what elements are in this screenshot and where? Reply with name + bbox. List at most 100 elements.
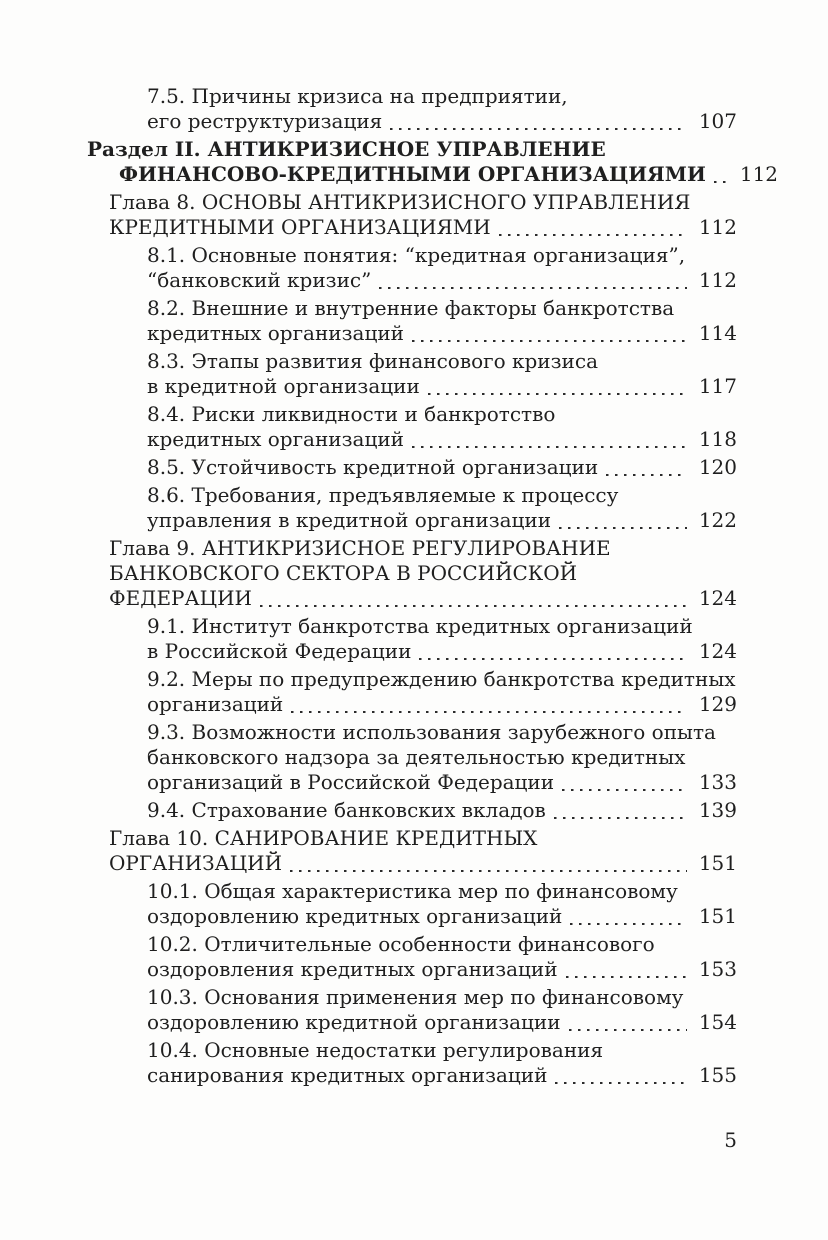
toc-entry-text: организаций в Российской Федерации bbox=[147, 770, 555, 794]
folio-page-number: 5 bbox=[724, 1128, 737, 1152]
toc-line: 10.1. Общая характеристика мер по финанс… bbox=[147, 879, 737, 904]
toc-line: его реструктуризация 107 bbox=[147, 109, 737, 134]
toc-line: организаций в Российской Федерации 133 bbox=[147, 770, 737, 795]
toc-entry: Глава 10. САНИРОВАНИЕ КРЕДИТНЫХ ОРГАНИЗАЦ… bbox=[0, 826, 737, 876]
toc-line: оздоровлению кредитной организации 154 bbox=[147, 1010, 737, 1035]
toc-entry-text: Раздел II. АНТИКРИЗИСНОЕ УПРАВЛЕНИЕ bbox=[87, 137, 606, 161]
toc-line: ОРГАНИЗАЦИЙ 151 bbox=[109, 851, 737, 876]
toc-page-ref: 155 bbox=[698, 1063, 737, 1087]
toc-page-ref: 153 bbox=[698, 957, 737, 981]
toc-entry-text: в кредитной организации bbox=[147, 374, 420, 398]
toc-line: 8.1. Основные понятия: “кредитная органи… bbox=[147, 243, 737, 268]
toc-line: 9.1. Институт банкротства кредитных орга… bbox=[147, 614, 737, 639]
toc-entry-text: 10.1. Общая характеристика мер по финанс… bbox=[147, 879, 678, 903]
toc-entry-text: оздоровлению кредитных организаций bbox=[147, 904, 563, 928]
toc-entry: 10.2. Отличительные особенности финансов… bbox=[0, 932, 737, 982]
toc-entry: 8.4. Риски ликвидности и банкротство кред… bbox=[0, 402, 737, 452]
toc-page-ref: 129 bbox=[698, 692, 737, 716]
dot-leader bbox=[291, 710, 687, 713]
toc-entry-text: 9.3. Возможности использования зарубежно… bbox=[147, 720, 716, 744]
toc-entry: 8.5. Устойчивость кредитной организации 1… bbox=[0, 455, 737, 480]
toc-page-ref: 124 bbox=[698, 586, 737, 610]
toc-line: управления в кредитной организации 122 bbox=[147, 508, 737, 533]
toc-line: 10.4. Основные недостатки регулирования bbox=[147, 1038, 737, 1063]
toc-line: “банковский кризис” 112 bbox=[147, 268, 737, 293]
toc-line: 8.2. Внешние и внутренние факторы банкро… bbox=[147, 296, 737, 321]
toc-entry-text: банковского надзора за деятельностью кре… bbox=[147, 745, 686, 769]
toc-entry-text: ФИНАНСОВО-КРЕДИТНЫМИ ОРГАНИЗАЦИЯМИ bbox=[119, 162, 706, 186]
toc-entry-text: КРЕДИТНЫМИ ОРГАНИЗАЦИЯМИ bbox=[109, 215, 491, 239]
dot-leader bbox=[606, 473, 687, 476]
toc-line: 8.3. Этапы развития финансового кризиса bbox=[147, 349, 737, 374]
toc-entry-text: управления в кредитной организации bbox=[147, 508, 552, 532]
toc-entry: 9.1. Институт банкротства кредитных орга… bbox=[0, 614, 737, 664]
toc-entry: 10.1. Общая характеристика мер по финанс… bbox=[0, 879, 737, 929]
toc-line: 9.3. Возможности использования зарубежно… bbox=[147, 720, 737, 745]
toc-line: Глава 9. АНТИКРИЗИСНОЕ РЕГУЛИРОВАНИЕ bbox=[109, 536, 737, 561]
toc-entry-text: Глава 8. ОСНОВЫ АНТИКРИЗИСНОГО УПРАВЛЕНИ… bbox=[109, 190, 691, 214]
toc-entry: 8.1. Основные понятия: “кредитная органи… bbox=[0, 243, 737, 293]
toc-entry: 8.2. Внешние и внутренние факторы банкро… bbox=[0, 296, 737, 346]
dot-leader bbox=[390, 127, 687, 130]
toc-line: 10.2. Отличительные особенности финансов… bbox=[147, 932, 737, 957]
toc-entry-text: 8.2. Внешние и внутренние факторы банкро… bbox=[147, 296, 675, 320]
toc-page-ref: 117 bbox=[698, 374, 737, 398]
dot-leader bbox=[553, 816, 687, 819]
toc-entry: 8.6. Требования, предъявляемые к процесс… bbox=[0, 483, 737, 533]
toc-line: КРЕДИТНЫМИ ОРГАНИЗАЦИЯМИ 112 bbox=[109, 215, 737, 240]
dot-leader bbox=[419, 657, 687, 660]
toc-line: кредитных организаций 114 bbox=[147, 321, 737, 346]
toc-entry-text: 10.4. Основные недостатки регулирования bbox=[147, 1038, 604, 1062]
toc-page-ref: 120 bbox=[698, 455, 737, 479]
toc-entry-text: 10.3. Основания применения мер по финанс… bbox=[147, 985, 684, 1009]
toc-entry-text: 8.5. Устойчивость кредитной организации bbox=[147, 455, 599, 479]
dot-leader bbox=[570, 922, 687, 925]
dot-leader bbox=[713, 180, 728, 183]
toc-line: 9.4. Страхование банковских вкладов 139 bbox=[147, 798, 737, 823]
toc-entry: 9.4. Страхование банковских вкладов 139 bbox=[0, 798, 737, 823]
dot-leader bbox=[412, 339, 687, 342]
toc-entry-text: организаций bbox=[147, 692, 284, 716]
toc-entry-text: 8.4. Риски ликвидности и банкротство bbox=[147, 402, 556, 426]
toc-page-ref: 151 bbox=[698, 904, 737, 928]
toc-page-ref: 151 bbox=[698, 851, 737, 875]
toc-entry: Глава 8. ОСНОВЫ АНТИКРИЗИСНОГО УПРАВЛЕНИ… bbox=[0, 190, 737, 240]
toc-page-ref: 124 bbox=[698, 639, 737, 663]
toc-line: ФЕДЕРАЦИИ 124 bbox=[109, 586, 737, 611]
toc-line: банковского надзора за деятельностью кре… bbox=[147, 745, 737, 770]
toc-line: организаций 129 bbox=[147, 692, 737, 717]
toc-entry-text: ФЕДЕРАЦИИ bbox=[109, 586, 252, 610]
toc-entry: 7.5. Причины кризиса на предприятии, его … bbox=[0, 84, 737, 134]
toc-page-ref: 118 bbox=[698, 427, 737, 451]
dot-leader bbox=[290, 869, 687, 872]
toc-line: в Российской Федерации 124 bbox=[147, 639, 737, 664]
toc-page-ref: 114 bbox=[698, 321, 737, 345]
toc-line: оздоровления кредитных организаций 153 bbox=[147, 957, 737, 982]
toc-line: БАНКОВСКОГО СЕКТОРА В РОССИЙСКОЙ bbox=[109, 561, 737, 586]
toc-line: кредитных организаций 118 bbox=[147, 427, 737, 452]
dot-leader bbox=[412, 445, 687, 448]
toc-line: Раздел II. АНТИКРИЗИСНОЕ УПРАВЛЕНИЕ bbox=[87, 137, 737, 162]
dot-leader bbox=[427, 392, 687, 395]
toc-line: санирования кредитных организаций 155 bbox=[147, 1063, 737, 1088]
toc-entry: 10.3. Основания применения мер по финанс… bbox=[0, 985, 737, 1035]
toc-entry: Раздел II. АНТИКРИЗИСНОЕ УПРАВЛЕНИЕ ФИНАН… bbox=[0, 137, 778, 187]
toc-page-ref: 133 bbox=[698, 770, 737, 794]
dot-leader bbox=[565, 975, 687, 978]
toc-list: 7.5. Причины кризиса на предприятии, его … bbox=[0, 84, 778, 1088]
toc-entry-text: кредитных организаций bbox=[147, 427, 404, 451]
toc-entry-text: 9.4. Страхование банковских вкладов bbox=[147, 798, 546, 822]
toc-entry-text: “банковский кризис” bbox=[147, 268, 372, 292]
toc-entry-text: Глава 10. САНИРОВАНИЕ КРЕДИТНЫХ bbox=[109, 826, 538, 850]
toc-entry-text: санирования кредитных организаций bbox=[147, 1063, 548, 1087]
toc-entry-text: Глава 9. АНТИКРИЗИСНОЕ РЕГУЛИРОВАНИЕ bbox=[109, 536, 611, 560]
toc-entry-text: 8.6. Требования, предъявляемые к процесс… bbox=[147, 483, 619, 507]
toc-line: 10.3. Основания применения мер по финанс… bbox=[147, 985, 737, 1010]
toc-entry-text: БАНКОВСКОГО СЕКТОРА В РОССИЙСКОЙ bbox=[109, 561, 578, 585]
toc-line: 8.5. Устойчивость кредитной организации 1… bbox=[147, 455, 737, 480]
toc-entry: 9.3. Возможности использования зарубежно… bbox=[0, 720, 737, 795]
toc-page-ref: 122 bbox=[698, 508, 737, 532]
toc-entry: 10.4. Основные недостатки регулирования с… bbox=[0, 1038, 737, 1088]
toc-page-ref: 112 bbox=[698, 215, 737, 239]
